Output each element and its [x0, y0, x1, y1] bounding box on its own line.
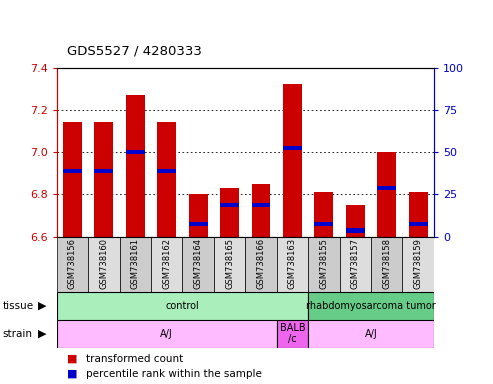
- Bar: [182, 237, 214, 292]
- Text: GSM738164: GSM738164: [194, 238, 203, 289]
- Bar: [214, 237, 246, 292]
- Text: GSM738165: GSM738165: [225, 238, 234, 289]
- Bar: [57, 292, 308, 320]
- Text: GSM738166: GSM738166: [256, 238, 266, 289]
- Bar: [220, 202, 239, 207]
- Bar: [308, 237, 340, 292]
- Text: ■: ■: [67, 354, 77, 364]
- Bar: [126, 95, 145, 237]
- Bar: [157, 122, 176, 237]
- Text: tissue: tissue: [2, 301, 34, 311]
- Bar: [377, 185, 396, 190]
- Bar: [94, 169, 113, 174]
- Bar: [63, 122, 82, 237]
- Bar: [308, 292, 434, 320]
- Bar: [57, 320, 277, 348]
- Text: GSM738161: GSM738161: [131, 238, 140, 289]
- Bar: [189, 194, 208, 237]
- Text: GSM738156: GSM738156: [68, 238, 77, 289]
- Text: A/J: A/J: [160, 329, 173, 339]
- Text: strain: strain: [2, 329, 33, 339]
- Text: transformed count: transformed count: [86, 354, 183, 364]
- Bar: [277, 320, 308, 348]
- Bar: [308, 320, 434, 348]
- Text: GSM738163: GSM738163: [288, 238, 297, 289]
- Text: GSM738157: GSM738157: [351, 238, 360, 289]
- Bar: [151, 237, 182, 292]
- Bar: [157, 169, 176, 174]
- Bar: [220, 188, 239, 237]
- Bar: [119, 237, 151, 292]
- Bar: [346, 205, 365, 237]
- Text: A/J: A/J: [365, 329, 377, 339]
- Text: ▶: ▶: [37, 301, 46, 311]
- Bar: [377, 152, 396, 237]
- Bar: [346, 228, 365, 233]
- Bar: [409, 192, 427, 237]
- Bar: [245, 237, 277, 292]
- Bar: [126, 150, 145, 154]
- Bar: [251, 202, 270, 207]
- Text: GDS5527 / 4280333: GDS5527 / 4280333: [67, 45, 202, 58]
- Text: ■: ■: [67, 369, 77, 379]
- Bar: [409, 222, 427, 226]
- Bar: [277, 237, 308, 292]
- Text: GSM738162: GSM738162: [162, 238, 171, 289]
- Text: ▶: ▶: [37, 329, 46, 339]
- Bar: [57, 237, 88, 292]
- Text: percentile rank within the sample: percentile rank within the sample: [86, 369, 262, 379]
- Bar: [371, 237, 402, 292]
- Text: GSM738158: GSM738158: [382, 238, 391, 289]
- Bar: [315, 222, 333, 226]
- Bar: [283, 146, 302, 150]
- Text: control: control: [166, 301, 199, 311]
- Text: GSM738159: GSM738159: [414, 238, 423, 289]
- Text: GSM738160: GSM738160: [99, 238, 108, 289]
- Bar: [340, 237, 371, 292]
- Bar: [315, 192, 333, 237]
- Bar: [63, 169, 82, 174]
- Bar: [94, 122, 113, 237]
- Bar: [88, 237, 119, 292]
- Text: BALB
/c: BALB /c: [280, 323, 305, 344]
- Text: GSM738155: GSM738155: [319, 238, 328, 289]
- Bar: [189, 222, 208, 226]
- Bar: [251, 184, 270, 237]
- Bar: [283, 84, 302, 237]
- Text: rhabdomyosarcoma tumor: rhabdomyosarcoma tumor: [306, 301, 436, 311]
- Bar: [402, 237, 434, 292]
